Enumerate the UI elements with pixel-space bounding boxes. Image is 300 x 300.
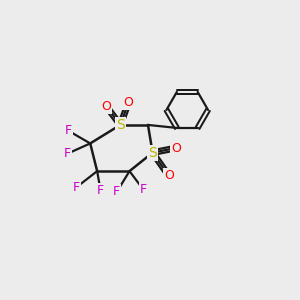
Text: F: F bbox=[113, 185, 120, 198]
Text: F: F bbox=[113, 185, 120, 198]
Text: S: S bbox=[148, 146, 157, 160]
Text: F: F bbox=[64, 147, 71, 160]
Text: F: F bbox=[73, 181, 80, 194]
Text: S: S bbox=[116, 118, 124, 132]
Text: O: O bbox=[123, 97, 133, 110]
Text: F: F bbox=[140, 183, 147, 196]
Text: O: O bbox=[101, 100, 111, 113]
Text: F: F bbox=[65, 124, 72, 137]
Text: F: F bbox=[64, 147, 71, 160]
Text: O: O bbox=[164, 169, 174, 182]
Text: S: S bbox=[148, 146, 157, 160]
Text: O: O bbox=[171, 142, 181, 154]
Text: O: O bbox=[123, 97, 133, 110]
Text: S: S bbox=[116, 118, 124, 132]
Text: F: F bbox=[73, 181, 80, 194]
Text: O: O bbox=[101, 100, 111, 113]
Text: O: O bbox=[164, 169, 174, 182]
Text: O: O bbox=[171, 142, 181, 154]
Text: F: F bbox=[97, 184, 104, 197]
Text: F: F bbox=[65, 124, 72, 137]
Text: F: F bbox=[140, 183, 147, 196]
Text: F: F bbox=[97, 184, 104, 197]
